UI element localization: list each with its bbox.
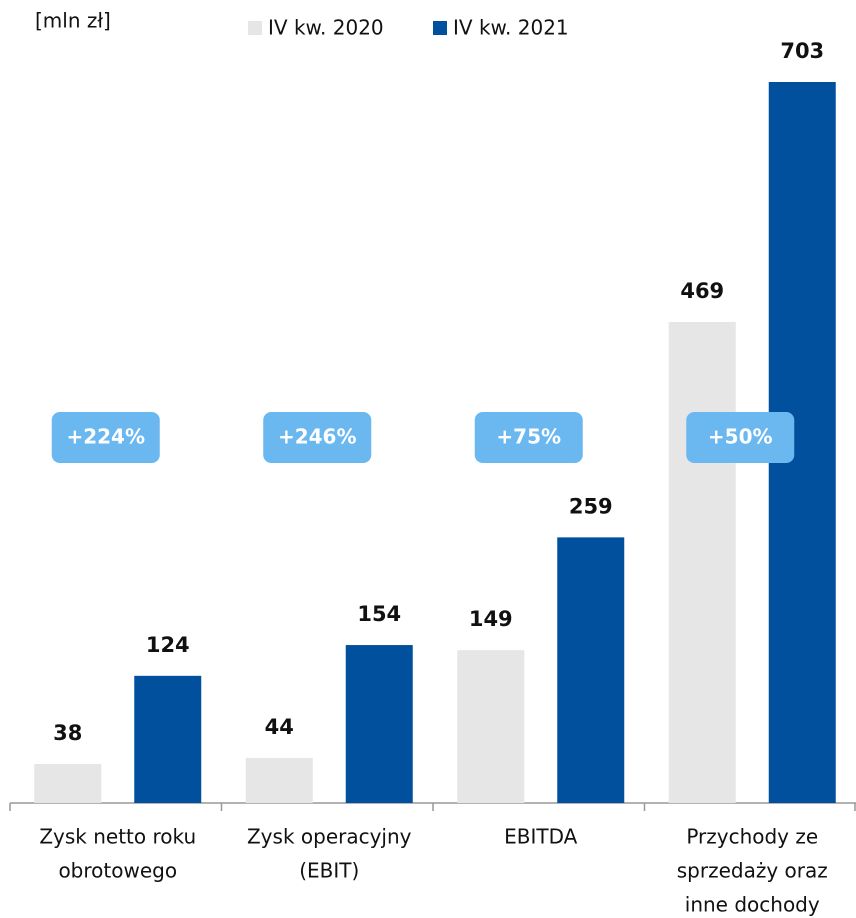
bar bbox=[34, 764, 102, 803]
annotation: +50% bbox=[708, 425, 773, 449]
value-label: 44 bbox=[265, 715, 294, 739]
bar bbox=[134, 675, 202, 803]
bar bbox=[457, 650, 525, 803]
annotation-badge bbox=[686, 412, 795, 463]
annotation-badge bbox=[263, 412, 372, 463]
value-label: 149 bbox=[469, 607, 513, 631]
x-tick-label: EBITDA bbox=[504, 825, 578, 849]
annotation-badge bbox=[474, 412, 583, 463]
annotation: +75% bbox=[496, 425, 561, 449]
bar bbox=[668, 321, 736, 803]
value-label: 38 bbox=[53, 721, 82, 745]
x-tick-label: inne dochody bbox=[685, 893, 820, 917]
annotation: +246% bbox=[278, 425, 357, 449]
value-label: 154 bbox=[357, 602, 401, 626]
bar bbox=[245, 757, 313, 803]
x-tick-label: Przychody ze bbox=[686, 825, 818, 849]
legend-swatch bbox=[248, 21, 262, 35]
legend-label: IV kw. 2021 bbox=[453, 16, 569, 40]
x-tick-label: sprzedaży oraz bbox=[677, 859, 828, 883]
annotation-badge bbox=[51, 412, 160, 463]
unit-label: [mln zł] bbox=[35, 9, 111, 33]
legend-label: IV kw. 2020 bbox=[268, 16, 384, 40]
legend-swatch bbox=[433, 21, 447, 35]
x-tick-label: Zysk operacyjny bbox=[247, 825, 412, 849]
bar bbox=[557, 537, 625, 803]
x-tick-label: Zysk netto roku bbox=[39, 825, 196, 849]
bar bbox=[345, 645, 413, 803]
x-tick-label: (EBIT) bbox=[299, 859, 359, 883]
annotation: +224% bbox=[66, 425, 145, 449]
value-label: 259 bbox=[569, 494, 613, 518]
value-label: 469 bbox=[680, 279, 724, 303]
x-tick-label: obrotowego bbox=[58, 859, 177, 883]
value-label: 124 bbox=[146, 633, 190, 657]
value-label: 703 bbox=[780, 39, 824, 63]
